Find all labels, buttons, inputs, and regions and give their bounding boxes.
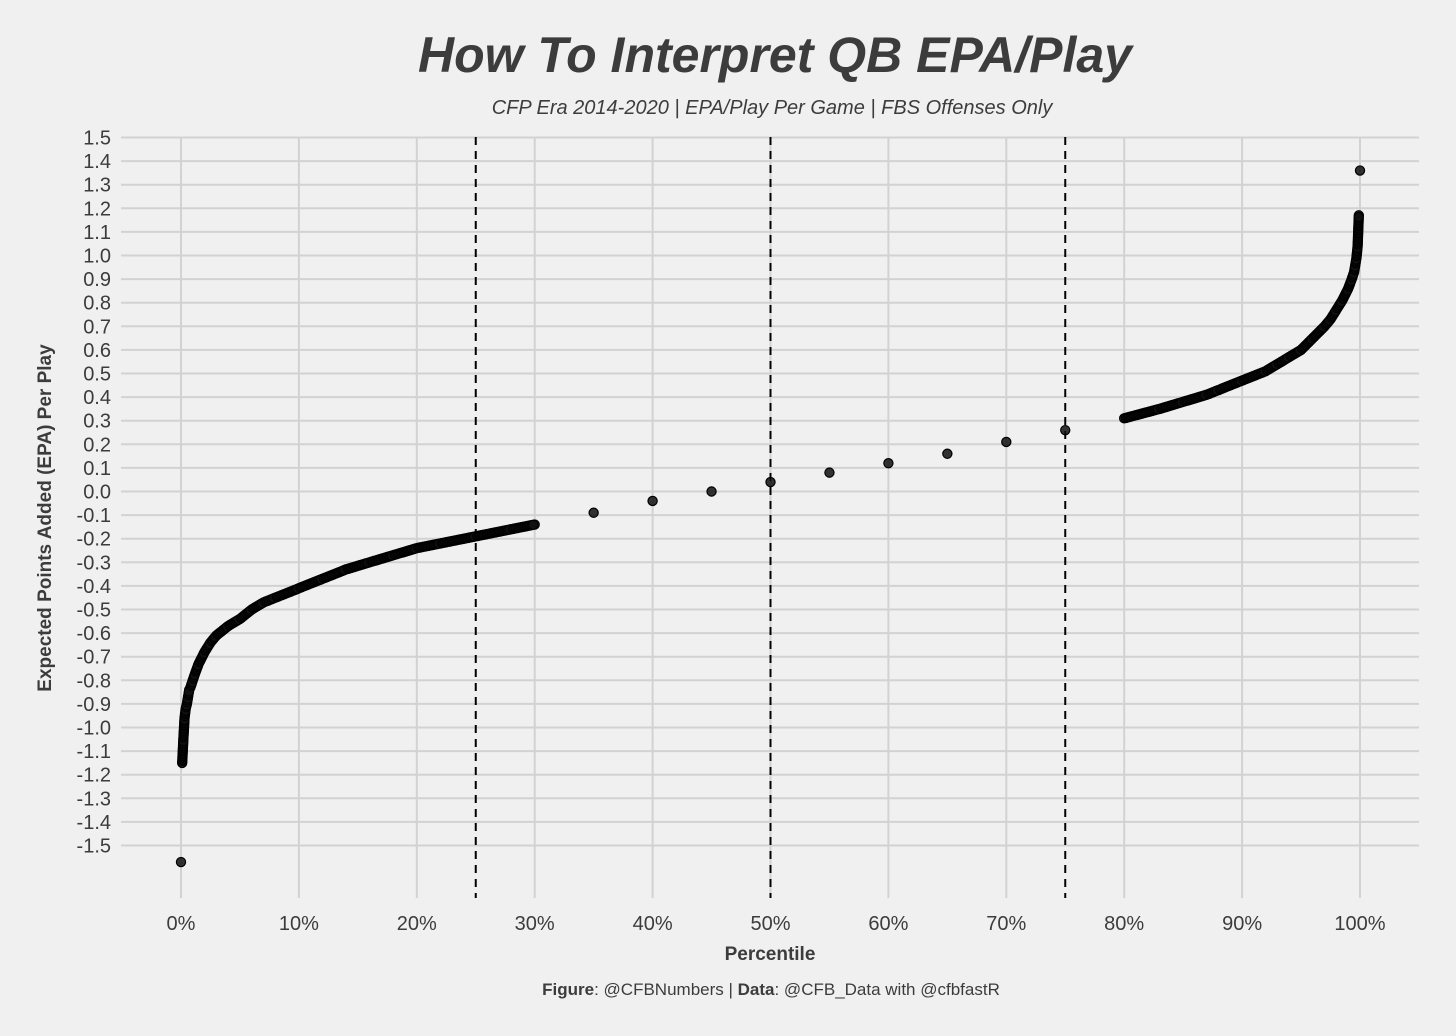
x-tick-label: 60% <box>868 913 908 935</box>
y-tick-label: 0.2 <box>83 434 111 456</box>
data-point <box>765 476 776 488</box>
x-tick-label: 90% <box>1222 913 1262 935</box>
chart-title: How To Interpret QB EPA/Play <box>418 27 1134 83</box>
caption-part: : @CFB_Data with @cfbfastR <box>774 980 999 999</box>
y-tick-label: 0.8 <box>83 293 111 315</box>
y-tick-label: 1.5 <box>83 128 111 150</box>
y-tick-label: 0.7 <box>83 316 111 338</box>
y-tick-label: -1.4 <box>77 812 111 834</box>
y-tick-label: 0.3 <box>83 411 111 433</box>
x-tick-label: 30% <box>515 913 555 935</box>
y-tick-label: -0.9 <box>77 694 111 716</box>
x-axis-ticks: 0% 10% 20% 30% 40% 50% 60% 70% 80% 90% 100% <box>167 913 1386 935</box>
x-tick-label: 80% <box>1104 913 1144 935</box>
y-tick-label: 0.1 <box>83 458 111 480</box>
x-tick-label: 100% <box>1334 913 1385 935</box>
chart-subtitle: CFP Era 2014-2020 | EPA/Play Per Game | … <box>492 97 1054 119</box>
y-tick-label: -1.1 <box>77 741 111 763</box>
y-axis-ticks: 1.51.41.31.21.11.00.90.80.70.60.50.40.30… <box>77 128 111 858</box>
y-tick-label: -0.4 <box>77 576 111 598</box>
data-point <box>1354 165 1366 176</box>
caption-part: Data <box>738 980 775 999</box>
data-point <box>588 507 599 518</box>
y-tick-label: -0.2 <box>77 529 111 551</box>
x-tick-label: 10% <box>279 913 319 935</box>
data-point <box>1353 211 1364 223</box>
data-point <box>706 486 717 497</box>
data-point <box>527 519 539 531</box>
y-tick-label: -0.7 <box>77 647 111 669</box>
y-tick-label: 0.5 <box>83 364 111 386</box>
y-tick-label: -1.0 <box>77 718 111 740</box>
data-points <box>175 165 1366 868</box>
chart-caption: Figure: @CFBNumbers | Data: @CFB_Data wi… <box>542 980 1000 999</box>
y-tick-label: -0.3 <box>77 552 111 574</box>
y-tick-label: 0.9 <box>83 269 111 291</box>
y-tick-label: 1.1 <box>83 222 111 244</box>
y-tick-label: 1.3 <box>83 175 111 197</box>
data-point <box>1001 436 1012 448</box>
y-tick-label: -1.5 <box>77 836 111 858</box>
x-tick-label: 20% <box>397 913 437 935</box>
y-tick-label: 1.2 <box>83 198 111 220</box>
y-tick-label: -0.6 <box>77 623 111 645</box>
y-tick-label: 0.6 <box>83 340 111 362</box>
x-axis-title: Percentile <box>725 944 816 965</box>
y-tick-label: -1.2 <box>77 765 111 787</box>
y-tick-label: 0.0 <box>83 482 111 504</box>
y-tick-label: -0.1 <box>77 505 111 527</box>
data-point <box>883 457 894 469</box>
y-tick-label: 1.0 <box>83 246 111 268</box>
x-tick-label: 0% <box>167 913 196 935</box>
data-point <box>647 495 658 507</box>
y-tick-label: 0.4 <box>83 387 111 409</box>
y-axis-title: Expected Points Added (EPA) Per Play <box>35 344 56 692</box>
data-point <box>1060 424 1071 436</box>
data-point <box>175 856 187 868</box>
y-tick-label: -0.8 <box>77 670 111 692</box>
x-tick-label: 70% <box>986 913 1026 935</box>
reference-lines <box>474 137 1067 898</box>
x-tick-label: 40% <box>633 913 673 935</box>
y-tick-label: -1.3 <box>77 788 111 810</box>
data-point <box>942 448 953 459</box>
caption-part: Figure <box>542 980 594 999</box>
y-tick-label: 1.4 <box>83 151 111 173</box>
data-point <box>824 467 835 478</box>
caption-part: : @CFBNumbers | <box>594 980 738 999</box>
x-tick-label: 50% <box>750 913 790 935</box>
y-tick-label: -0.5 <box>77 600 111 622</box>
